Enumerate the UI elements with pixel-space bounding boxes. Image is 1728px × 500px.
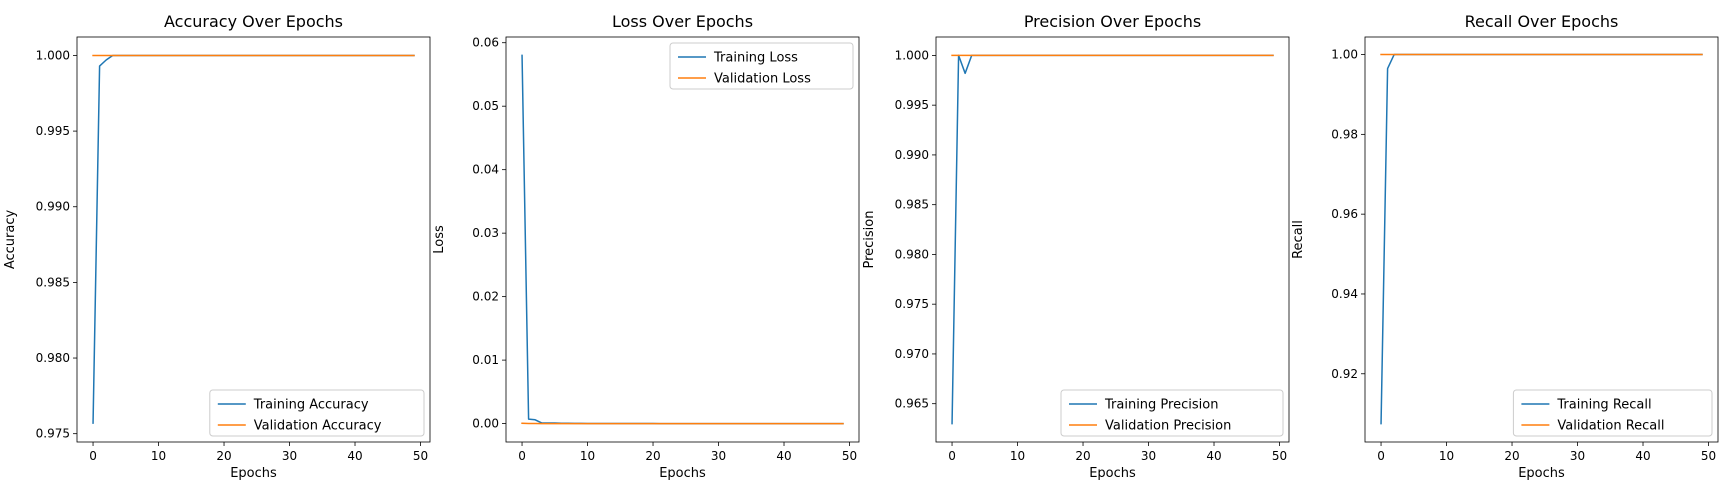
y-axis-label: Precision [862, 210, 877, 268]
series-line-training [521, 54, 844, 425]
plot-frame [505, 36, 860, 443]
y-axis-label: Accuracy [3, 210, 18, 270]
y-tick-label: 0.02 [472, 290, 499, 304]
y-tick-label: 0.98 [1331, 127, 1358, 141]
plot-frame [1364, 36, 1719, 443]
x-tick-label: 20 [216, 449, 231, 463]
y-tick-label: 0.985 [36, 275, 70, 289]
legend-box [669, 42, 854, 90]
plot-frame [76, 36, 431, 443]
legend-box [1512, 389, 1713, 437]
x-tick-label: 40 [776, 449, 791, 463]
x-tick-label: 30 [1570, 449, 1585, 463]
y-axis-label: Loss [432, 225, 447, 254]
y-tick-label: 0.990 [36, 200, 70, 214]
y-tick-label: 0.980 [895, 247, 929, 261]
x-tick-label: 20 [1075, 449, 1090, 463]
x-tick-label: 50 [1701, 449, 1716, 463]
y-tick-label: 0.01 [472, 353, 499, 367]
legend: Training Accuracy Validation Accuracy [209, 389, 425, 437]
x-tick-label: 50 [413, 449, 428, 463]
y-tick-label: 1.000 [895, 48, 929, 62]
legend-label: Validation Precision [1105, 419, 1231, 434]
legend: Training Loss Validation Loss [669, 42, 854, 90]
legend-label: Training Accuracy [253, 398, 369, 413]
y-tick-label: 0.975 [895, 297, 929, 311]
legend: Training Precision Validation Precision [1060, 389, 1284, 437]
x-axis-label: Epochs [1089, 466, 1136, 481]
x-tick-label: 20 [645, 449, 660, 463]
chart-title: Precision Over Epochs [1024, 12, 1201, 31]
x-tick-label: 10 [151, 449, 166, 463]
x-tick-label: 0 [89, 449, 97, 463]
y-tick-label: 1.000 [36, 48, 70, 62]
chart-title: Recall Over Epochs [1465, 12, 1619, 31]
x-tick-label: 0 [518, 449, 526, 463]
legend-label: Validation Recall [1557, 419, 1664, 434]
series-line-training [92, 54, 415, 424]
series-group [521, 54, 844, 425]
y-tick-label: 0.980 [36, 351, 70, 365]
x-tick-label: 30 [1141, 449, 1156, 463]
x-tick-label: 40 [1206, 449, 1221, 463]
chart-panel-4: Recall Over Epochs 0 10 20 30 40 50 0.92 0.94 0.9… [1291, 12, 1719, 481]
chart-panel-3: Precision Over Epochs 0 10 20 30 40 50 0.965 0.9… [862, 12, 1290, 481]
x-tick-label: 20 [1504, 449, 1519, 463]
chart-panel-2: Loss Over Epochs 0 10 20 30 40 50 0.00 0.01 0.02 0… [432, 12, 860, 481]
chart-panel-1: Accuracy Over Epochs 0 10 20 30 40 50 0.975 0.98… [3, 12, 431, 481]
x-axis-label: Epochs [230, 466, 277, 481]
y-tick-label: 0.970 [895, 347, 929, 361]
chart-title: Loss Over Epochs [612, 12, 753, 31]
plot-frame [935, 36, 1290, 443]
legend-box [209, 389, 425, 437]
y-tick-label: 0.94 [1331, 287, 1358, 301]
y-tick-label: 0.975 [36, 427, 70, 441]
y-tick-label: 0.92 [1331, 367, 1358, 381]
x-tick-label: 10 [1439, 449, 1454, 463]
legend: Training Recall Validation Recall [1512, 389, 1713, 437]
series-group [951, 54, 1274, 425]
x-tick-label: 30 [711, 449, 726, 463]
chart-title: Accuracy Over Epochs [164, 12, 343, 31]
legend-box [1060, 389, 1284, 437]
y-tick-label: 0.05 [472, 99, 499, 113]
x-axis-label: Epochs [1518, 466, 1565, 481]
y-tick-label: 0.06 [472, 36, 499, 50]
x-tick-label: 50 [842, 449, 857, 463]
x-tick-label: 0 [1377, 449, 1385, 463]
x-tick-label: 10 [1010, 449, 1025, 463]
y-tick-label: 0.965 [895, 397, 929, 411]
y-tick-label: 0.990 [895, 148, 929, 162]
y-tick-label: 0.03 [472, 226, 499, 240]
legend-label: Training Recall [1556, 398, 1651, 413]
x-tick-label: 40 [1635, 449, 1650, 463]
y-tick-label: 0.04 [472, 163, 499, 177]
series-line-training [951, 54, 1274, 425]
y-tick-label: 0.995 [895, 98, 929, 112]
legend-label: Validation Loss [714, 72, 811, 87]
x-tick-label: 10 [580, 449, 595, 463]
legend-label: Training Precision [1104, 398, 1218, 413]
x-tick-label: 40 [347, 449, 362, 463]
y-tick-label: 0.00 [472, 417, 499, 431]
series-group [92, 54, 415, 424]
y-axis-label: Recall [1291, 220, 1306, 259]
x-tick-label: 0 [948, 449, 956, 463]
y-tick-label: 1.00 [1331, 48, 1358, 62]
y-tick-label: 0.96 [1331, 207, 1358, 221]
x-tick-label: 30 [282, 449, 297, 463]
legend-label: Training Loss [713, 51, 798, 66]
y-tick-label: 0.995 [36, 124, 70, 138]
series-line-training [1380, 53, 1703, 425]
x-tick-label: 50 [1272, 449, 1287, 463]
y-tick-label: 0.985 [895, 198, 929, 212]
series-group [1380, 53, 1703, 425]
x-axis-label: Epochs [659, 466, 706, 481]
legend-label: Validation Accuracy [254, 419, 382, 434]
